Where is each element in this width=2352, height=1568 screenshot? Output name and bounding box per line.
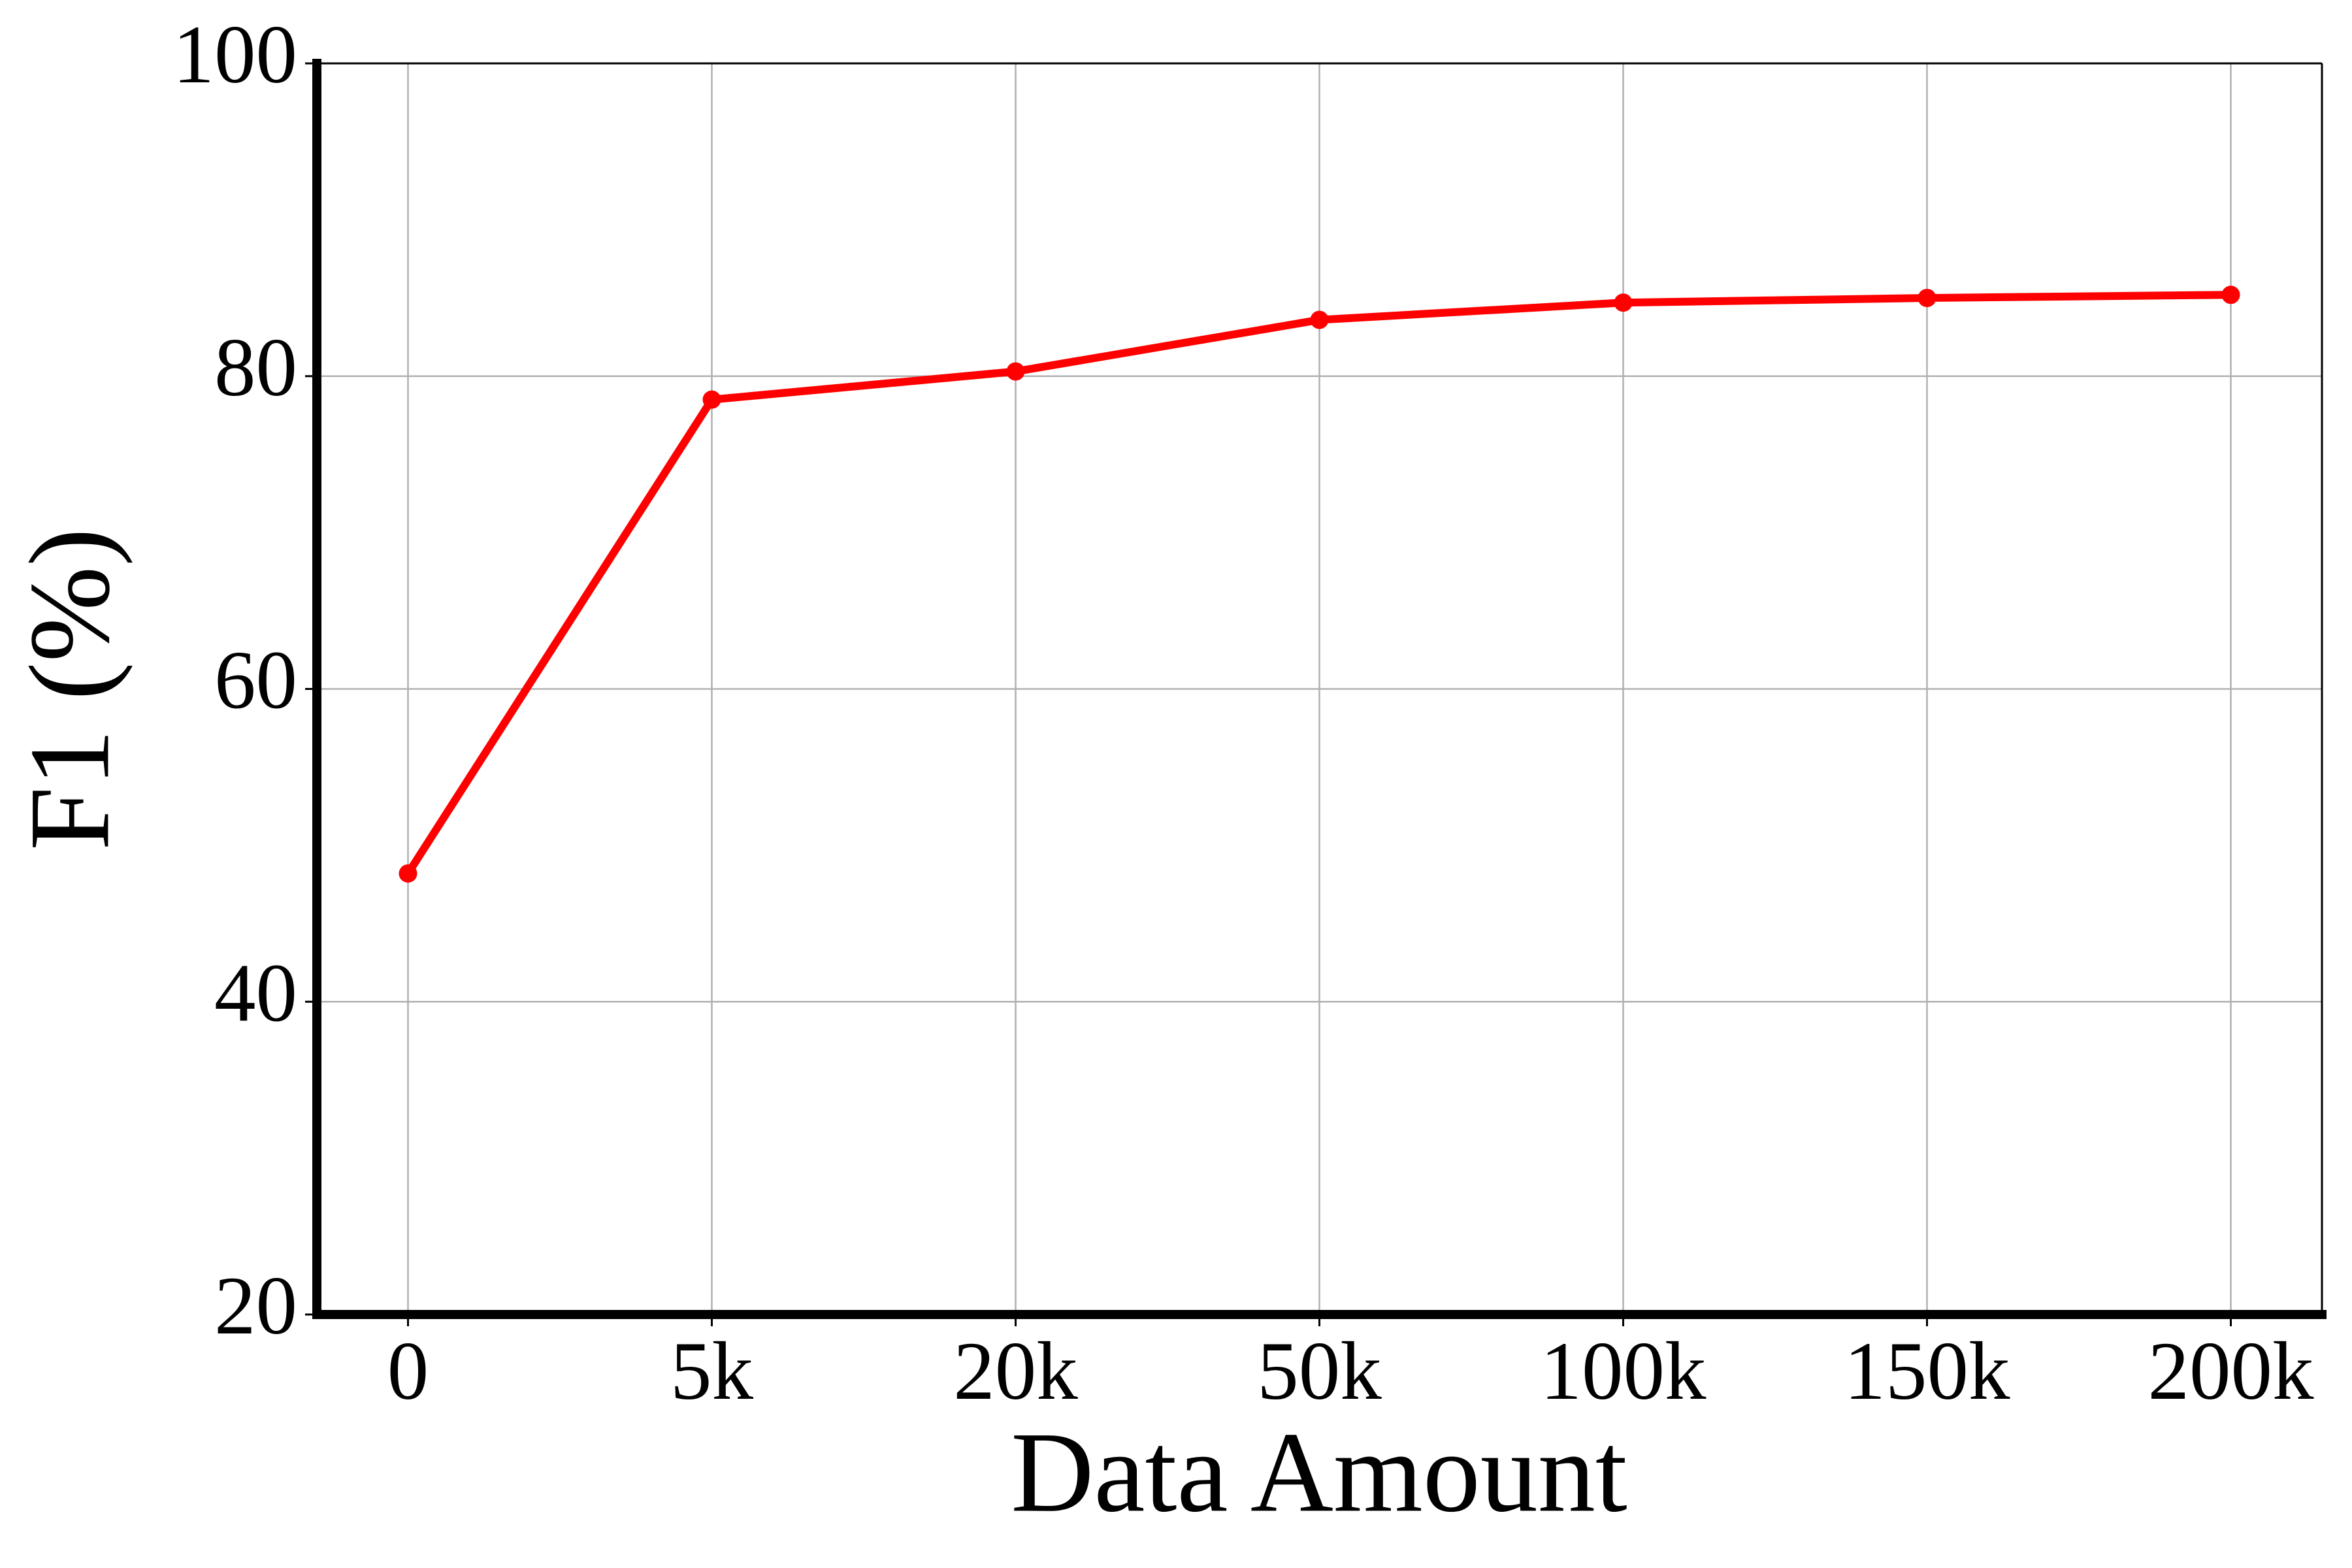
y-tick-label: 80 xyxy=(214,322,297,414)
y-tick-label: 20 xyxy=(214,1260,297,1352)
x-tick-label: 100k xyxy=(1541,1326,1707,1417)
x-tick-label: 200k xyxy=(2148,1326,2315,1417)
data-point xyxy=(702,390,721,409)
data-point xyxy=(1006,362,1025,381)
data-point xyxy=(1310,310,1329,329)
data-point xyxy=(1614,293,1633,312)
data-point xyxy=(2221,286,2240,304)
x-axis-label: Data Amount xyxy=(1011,1409,1627,1536)
x-tick-label: 20k xyxy=(953,1326,1078,1417)
y-tick-label: 40 xyxy=(214,947,297,1039)
y-tick-label: 60 xyxy=(214,635,297,727)
data-point xyxy=(399,864,417,883)
x-tick-label: 50k xyxy=(1257,1326,1382,1417)
y-axis-label: F1 (%) xyxy=(6,528,133,851)
y-tick-label: 100 xyxy=(173,9,298,101)
x-tick-label: 5k xyxy=(670,1326,754,1417)
x-tick-label: 0 xyxy=(387,1326,429,1417)
data-point xyxy=(1918,289,1936,308)
x-tick-label: 150k xyxy=(1844,1326,2011,1417)
